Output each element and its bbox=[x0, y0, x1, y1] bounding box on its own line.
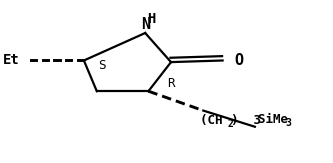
Text: 2: 2 bbox=[227, 119, 233, 128]
Text: R: R bbox=[167, 77, 175, 90]
Text: 3: 3 bbox=[285, 118, 291, 128]
Text: SiMe: SiMe bbox=[258, 113, 296, 126]
Text: (CH: (CH bbox=[200, 114, 230, 127]
Text: Et: Et bbox=[3, 53, 19, 67]
Text: S: S bbox=[98, 59, 105, 72]
Text: )  3: ) 3 bbox=[231, 114, 261, 127]
Text: O: O bbox=[234, 53, 243, 68]
Text: H: H bbox=[148, 12, 156, 26]
Text: N: N bbox=[141, 17, 150, 32]
